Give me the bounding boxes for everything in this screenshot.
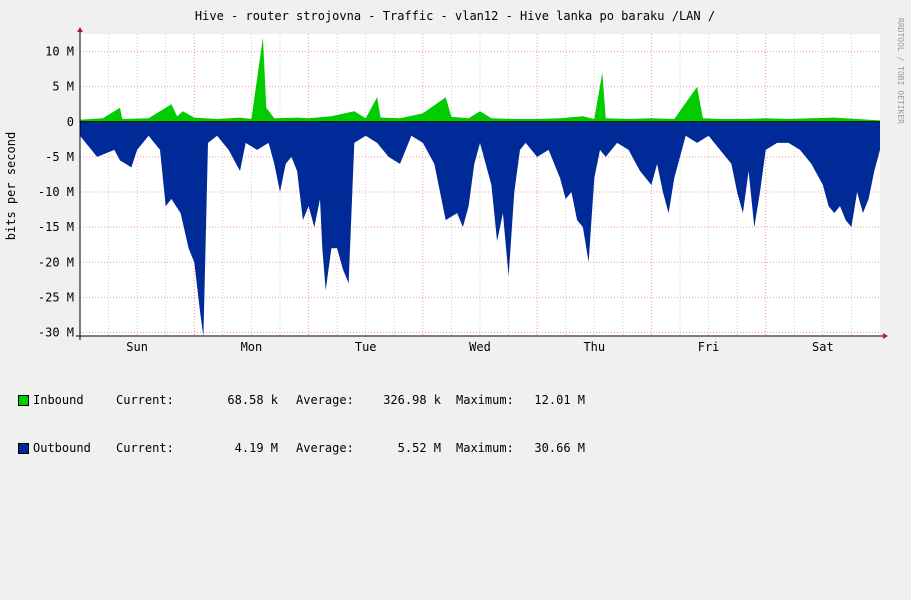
legend-label: Inbound xyxy=(33,393,84,407)
y-axis-label: bits per second xyxy=(4,132,18,240)
y-tick-label: -25 M xyxy=(38,290,74,304)
y-tick-label: 0 xyxy=(67,115,74,129)
y-tick-label: -5 M xyxy=(45,150,74,164)
x-axis-arrow xyxy=(883,333,888,339)
inbound-swatch xyxy=(18,395,29,406)
maximum-label: Maximum: xyxy=(456,393,514,407)
legend-row-inbound: Inbound Current: 68.58 k Average: 326.98… xyxy=(18,392,585,408)
y-tick-label: -30 M xyxy=(38,325,74,339)
maximum-label: Maximum: xyxy=(456,441,514,455)
average-label: Average: xyxy=(296,441,354,455)
average-label: Average: xyxy=(296,393,354,407)
series-area-outbound xyxy=(80,121,880,337)
current-value: 4.19 M xyxy=(234,441,278,455)
legend-row-outbound: Outbound Current: 4.19 M Average: 5.52 M… xyxy=(18,440,585,456)
current-label: Current: xyxy=(116,393,174,407)
average-value: 5.52 M xyxy=(397,441,441,455)
series-area-inbound xyxy=(80,37,880,122)
x-tick-label: Sat xyxy=(812,340,834,354)
average-value: 326.98 k xyxy=(383,393,441,407)
x-tick-label: Sun xyxy=(126,340,148,354)
y-tick-label: -20 M xyxy=(38,255,74,269)
y-tick-label: 5 M xyxy=(52,80,74,94)
x-tick-label: Fri xyxy=(698,340,720,354)
current-label: Current: xyxy=(116,441,174,455)
x-tick-label: Thu xyxy=(583,340,605,354)
maximum-value: 12.01 M xyxy=(534,393,585,407)
legend: Inbound Current: 68.58 k Average: 326.98… xyxy=(18,360,585,488)
x-tick-label: Wed xyxy=(469,340,491,354)
y-tick-label: -15 M xyxy=(38,220,74,234)
outbound-swatch xyxy=(18,443,29,454)
x-tick-label: Mon xyxy=(241,340,263,354)
y-tick-label: -10 M xyxy=(38,185,74,199)
watermark: RRDTOOL / TOBI OETIKER xyxy=(896,18,905,124)
traffic-chart: Hive - router strojovna - Traffic - vlan… xyxy=(4,9,905,354)
maximum-value: 30.66 M xyxy=(534,441,585,455)
chart-title: Hive - router strojovna - Traffic - vlan… xyxy=(195,9,715,23)
y-tick-label: 10 M xyxy=(45,45,74,59)
y-axis-arrow xyxy=(77,27,83,32)
x-tick-label: Tue xyxy=(355,340,377,354)
legend-label: Outbound xyxy=(33,441,91,455)
rrd-graph: Hive - router strojovna - Traffic - vlan… xyxy=(4,9,905,455)
current-value: 68.58 k xyxy=(227,393,278,407)
plot-area: 10 M 5 M 0 -5 M -10 M -15 M -20 M -25 M -30 M Sun… xyxy=(38,27,888,354)
